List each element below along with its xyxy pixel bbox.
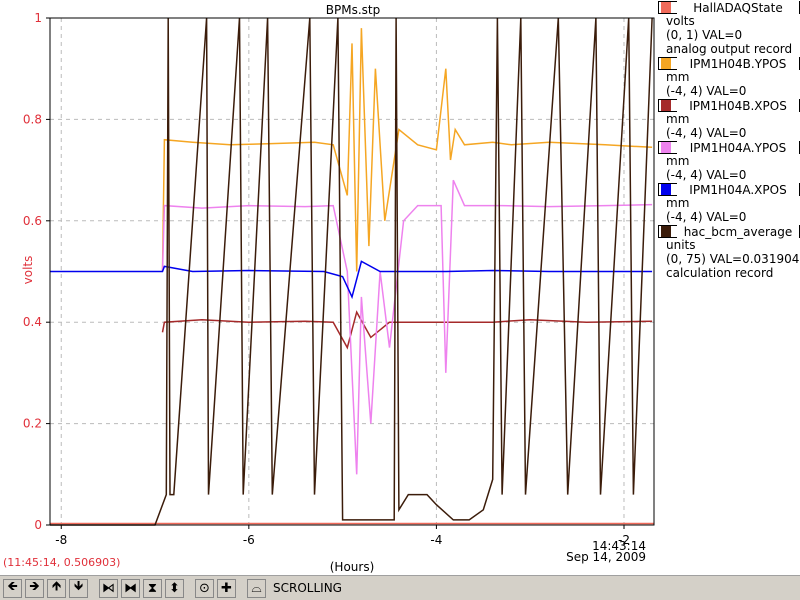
- x-tick-label: -4: [430, 533, 442, 547]
- legend: HallADAQState volts (0, 1) VAL=0 analog out…: [658, 0, 800, 280]
- x-axis-label: (Hours): [330, 560, 375, 574]
- stop-button[interactable]: ⊙: [195, 578, 214, 598]
- series-line-ipm1h04b-ypos: [161, 28, 653, 272]
- legend-name: IPM1H04A.YPOS: [677, 140, 799, 155]
- series-line-ipm1h04a-ypos: [161, 179, 653, 475]
- add-button[interactable]: ✚: [217, 578, 236, 598]
- x-tick-label: -2: [618, 533, 630, 547]
- legend-swatch: [661, 142, 671, 153]
- scroll-up-button[interactable]: 🡹: [47, 578, 66, 598]
- scroll-down-button[interactable]: 🡻: [69, 578, 88, 598]
- legend-detail: (-4, 4) VAL=0: [666, 210, 747, 224]
- legend-detail: (0, 1) VAL=0: [666, 28, 743, 42]
- legend-entry-header[interactable]: hac_bcm_average: [658, 224, 800, 239]
- legend-swatch: [661, 100, 671, 111]
- end-time-label: 14:43:14: [592, 539, 646, 553]
- legend-detail: (-4, 4) VAL=0: [666, 84, 747, 98]
- arrow-left-icon: 🡸: [7, 579, 18, 594]
- series-line-ipm1h04a-xpos: [50, 260, 653, 300]
- legend-detail: (-4, 4) VAL=0: [666, 168, 747, 182]
- scroll-mode-icon: ⌓: [251, 580, 262, 596]
- arrow-up-icon: 🡹: [51, 579, 62, 594]
- y-axis-label: volts: [21, 256, 35, 285]
- legend-entry-header[interactable]: HallADAQState: [658, 0, 800, 15]
- end-date-label: Sep 14, 2009: [566, 550, 646, 564]
- legend-detail: mm: [666, 196, 690, 210]
- stripchart[interactable]: BPMs.stp volts (Hours) 14:43:14 Sep 14, …: [0, 0, 658, 575]
- y-tick-label: 1: [34, 11, 42, 25]
- arrow-right-icon: 🡺: [29, 579, 40, 594]
- legend-detail: (0, 75) VAL=0.0319041: [666, 252, 800, 266]
- mode-label: SCROLLING: [273, 581, 342, 595]
- legend-name: IPM1H04B.YPOS: [677, 56, 799, 71]
- legend-swatch: [661, 2, 671, 13]
- legend-swatch: [661, 226, 671, 237]
- legend-detail: volts: [666, 14, 695, 28]
- y-tick-label: 0.6: [23, 214, 42, 228]
- x-ticks: -8 -6 -4 -2: [55, 525, 630, 547]
- y-tick-label: 0: [34, 518, 42, 532]
- legend-swatch: [661, 58, 671, 69]
- zoom-out-y-button[interactable]: ⬍: [165, 578, 184, 598]
- legend-entry-header[interactable]: IPM1H04A.YPOS: [658, 140, 800, 155]
- y-tick-label: 0.4: [23, 315, 42, 329]
- legend-entry-header[interactable]: IPM1H04A.XPOS: [658, 182, 800, 197]
- plot-frame: [49, 17, 655, 526]
- plus-icon: ✚: [221, 580, 232, 596]
- legend-detail: units: [666, 238, 696, 252]
- legend-detail: analog output record: [666, 42, 793, 56]
- arrow-down-icon: 🡻: [73, 579, 84, 594]
- x-tick-label: -6: [243, 533, 255, 547]
- legend-entry-header[interactable]: IPM1H04B.XPOS: [658, 98, 800, 113]
- zoom-out-x-button[interactable]: ⧓: [121, 578, 140, 598]
- legend-item[interactable]: IPM1H04A.YPOS mm (-4, 4) VAL=0: [658, 140, 800, 182]
- series-lines: [50, 17, 654, 526]
- legend-name: IPM1H04A.XPOS: [677, 182, 799, 197]
- legend-name: IPM1H04B.XPOS: [677, 98, 799, 113]
- series-line-hac-bcm-average: [50, 17, 653, 526]
- scroll-right-button[interactable]: 🡺: [25, 578, 44, 598]
- legend-item[interactable]: hac_bcm_average units (0, 75) VAL=0.031904…: [658, 224, 800, 280]
- legend-detail: (-4, 4) VAL=0: [666, 126, 747, 140]
- legend-item[interactable]: IPM1H04B.YPOS mm (-4, 4) VAL=0: [658, 56, 800, 98]
- scroll-left-button[interactable]: 🡸: [3, 578, 22, 598]
- zoom-in-y-button[interactable]: ⧗: [143, 578, 162, 598]
- stop-icon: ⊙: [199, 580, 210, 596]
- x-tick-label: -8: [55, 533, 67, 547]
- zoom-in-x-icon: ⧑: [102, 580, 115, 596]
- legend-swatch: [661, 184, 671, 195]
- legend-item[interactable]: IPM1H04B.XPOS mm (-4, 4) VAL=0: [658, 98, 800, 140]
- zoom-out-x-icon: ⧓: [124, 580, 137, 596]
- series-line-ipm1h04b-xpos: [161, 310, 653, 350]
- toolbar: 🡸 🡺 🡹 🡻 ⧑ ⧓ ⧗ ⬍ ⊙ ✚ ⌓ SCROLLING: [0, 575, 800, 600]
- zoom-in-x-button[interactable]: ⧑: [99, 578, 118, 598]
- legend-name: HallADAQState: [677, 0, 799, 15]
- y-tick-label: 0.2: [23, 417, 42, 431]
- y-tick-label: 0.8: [23, 112, 42, 126]
- legend-detail: mm: [666, 154, 690, 168]
- legend-entry-header[interactable]: IPM1H04B.YPOS: [658, 56, 800, 71]
- zoom-in-y-icon: ⧗: [147, 580, 158, 596]
- legend-item[interactable]: HallADAQState volts (0, 1) VAL=0 analog out…: [658, 0, 800, 56]
- legend-detail: mm: [666, 112, 690, 126]
- legend-detail: mm: [666, 70, 690, 84]
- legend-item[interactable]: IPM1H04A.XPOS mm (-4, 4) VAL=0: [658, 182, 800, 224]
- legend-name: hac_bcm_average: [677, 224, 799, 239]
- legend-detail: calculation record: [666, 266, 774, 280]
- y-ticks: 0 0.2 0.4 0.6 0.8 1: [23, 11, 50, 532]
- chart-title: BPMs.stp: [326, 3, 380, 17]
- zoom-out-y-icon: ⬍: [169, 580, 180, 596]
- scroll-mode-button[interactable]: ⌓: [247, 578, 266, 598]
- cursor-readout: (11:45:14, 0.506903): [3, 556, 121, 569]
